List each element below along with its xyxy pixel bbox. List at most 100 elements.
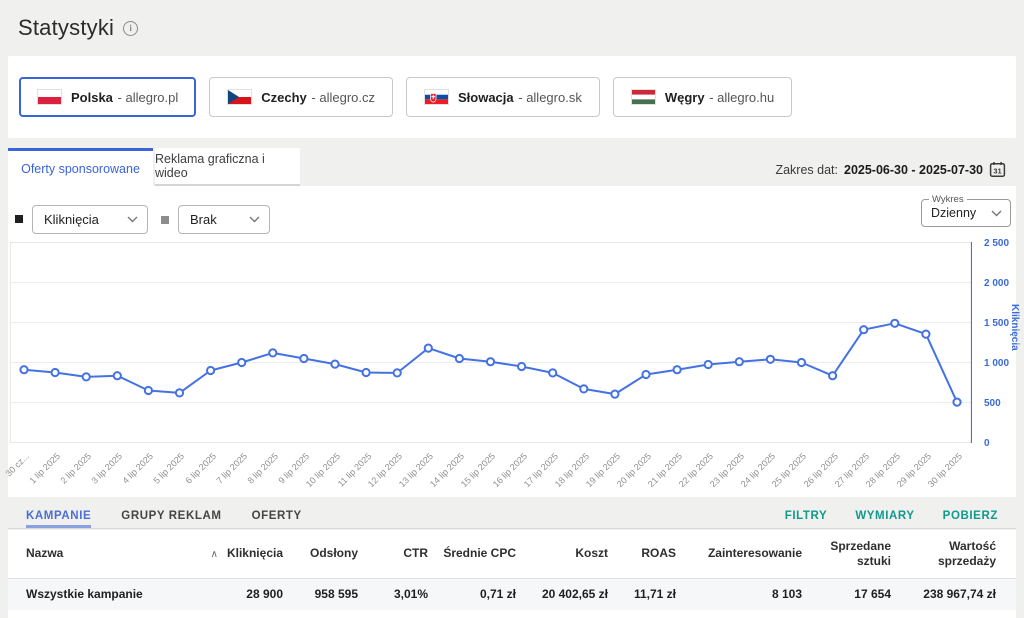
action-pobierz[interactable]: POBIERZ [943,510,998,528]
column-header-sprzedane-sztuki[interactable]: Sprzedane sztuki [806,530,895,578]
column-header-roas[interactable]: ROAS [612,530,680,578]
date-range-value: 2025-06-30 - 2025-07-30 [844,163,983,177]
report-tab-kampanie[interactable]: KAMPANIE [26,510,91,528]
tab-sponsored-offers[interactable]: Oferty sponsorowane [8,148,153,186]
metric2-value: Brak [190,212,217,227]
country-button-poland[interactable]: Polska - allegro.pl [19,77,196,117]
chart-point[interactable] [736,358,743,365]
metric1-select[interactable]: Kliknięcia [32,205,148,234]
info-icon[interactable]: i [123,21,138,36]
chart-point[interactable] [331,361,338,368]
action-wymiary[interactable]: WYMIARY [855,510,914,528]
calendar-day: 31 [993,167,1001,176]
country-button-hungary[interactable]: Węgry - allegro.hu [613,77,792,117]
table-cell: 958 595 [287,578,362,610]
country-domain: - allegro.cz [311,90,375,105]
chart-point[interactable] [922,331,929,338]
chart-point[interactable] [176,389,183,396]
campaigns-table: Nazwa∧KliknięciaOdsłonyCTRŚrednie CPCKos… [8,530,1016,610]
column-header-wartość-sprzedaży[interactable]: Wartość sprzedaży [895,530,1016,578]
chart-point[interactable] [953,399,960,406]
date-range[interactable]: Zakres dat: 2025-06-30 - 2025-07-30 31 [775,161,1006,178]
table-header-row: Nazwa∧KliknięciaOdsłonyCTRŚrednie CPCKos… [8,530,1016,578]
country-name: Polska [71,90,113,105]
column-header-kliknięcia[interactable]: Kliknięcia [222,530,287,578]
chart-point[interactable] [238,359,245,366]
chart-point[interactable] [145,387,152,394]
x-axis-tick-label: 5 lip 2025 [152,451,187,486]
column-header-odsłony[interactable]: Odsłony [287,530,362,578]
table-cell: 3,01% [362,578,432,610]
chart-point[interactable] [20,366,27,373]
chart-point[interactable] [767,356,774,363]
chart-point[interactable] [394,369,401,376]
x-axis-tick-label: 8 lip 2025 [245,451,280,486]
campaigns-table-panel: Nazwa∧KliknięciaOdsłonyCTRŚrednie CPCKos… [8,530,1016,618]
chart-point[interactable] [518,363,525,370]
chart-point[interactable] [300,355,307,362]
date-range-label: Zakres dat: [775,163,838,177]
series1-color-swatch[interactable] [15,215,23,223]
chart-point[interactable] [611,391,618,398]
chart-point[interactable] [642,371,649,378]
country-name: Czechy [261,90,307,105]
sort-asc-icon[interactable]: ∧ [211,549,218,562]
column-header-nazwa[interactable]: Nazwa∧ [8,530,222,578]
action-filtry[interactable]: FILTRY [785,510,828,528]
column-header-ctr[interactable]: CTR [362,530,432,578]
chart-point[interactable] [549,369,556,376]
table-cell: 17 654 [806,578,895,610]
chart-type-select[interactable]: Wykres Dzienny [921,194,1011,227]
chart-point[interactable] [207,367,214,374]
chart-point[interactable] [425,345,432,352]
chart-type-label: Wykres [929,194,967,205]
country-name: Słowacja [458,90,514,105]
country-domain: - allegro.sk [518,90,582,105]
y-axis-tick-label: 2 000 [984,278,1009,289]
chart-point[interactable] [798,359,805,366]
page-title: Statystyki [18,15,114,41]
country-domain: - allegro.pl [118,90,179,105]
chart-point[interactable] [860,326,867,333]
chart-type-value: Dzienny [931,206,976,220]
country-panel: Polska - allegro.pl Czechy - allegro.cz … [8,56,1016,138]
line-chart-plot[interactable] [10,242,972,443]
chart-point[interactable] [114,372,121,379]
series2-color-swatch[interactable] [161,216,169,224]
table-body: Wszystkie kampanie28 900958 5953,01%0,71… [8,578,1016,610]
x-axis-tick-label: 3 lip 2025 [90,451,125,486]
chevron-down-icon [991,210,1002,217]
column-header-koszt[interactable]: Koszt [520,530,612,578]
report-tab-grupy-reklam[interactable]: GRUPY REKLAM [121,510,221,528]
chart-point[interactable] [829,372,836,379]
table-cell: 11,71 zł [612,578,680,610]
chart-point[interactable] [580,385,587,392]
country-selector: Polska - allegro.pl Czechy - allegro.cz … [8,56,1016,117]
table-row: Wszystkie kampanie28 900958 5953,01%0,71… [8,578,1016,610]
chart-point[interactable] [363,369,370,376]
column-header-średnie-cpc[interactable]: Średnie CPC [432,530,520,578]
chart-point[interactable] [83,373,90,380]
calendar-icon[interactable]: 31 [989,161,1006,178]
country-domain: - allegro.hu [709,90,774,105]
chart-point[interactable] [674,366,681,373]
tab-display-video[interactable]: Reklama graficzna i wideo [155,148,300,186]
table-cell: 238 967,74 zł [895,578,1016,610]
chevron-down-icon [127,216,138,223]
y-axis-tick-label: 1 000 [984,358,1009,369]
chart-point[interactable] [456,355,463,362]
x-axis-tick-label: 1 lip 2025 [27,451,62,486]
chevron-down-icon [249,216,260,223]
chart-point[interactable] [487,358,494,365]
column-header-zainteresowanie[interactable]: Zainteresowanie [680,530,806,578]
metric2-select[interactable]: Brak [178,205,270,234]
chart-point[interactable] [269,349,276,356]
chart-point[interactable] [52,369,59,376]
table-cell: 0,71 zł [432,578,520,610]
table-cell: Wszystkie kampanie [8,578,222,610]
report-tab-oferty[interactable]: OFERTY [252,510,302,528]
chart-point[interactable] [705,361,712,368]
country-button-slovakia[interactable]: Słowacja - allegro.sk [406,77,600,117]
chart-point[interactable] [891,320,898,327]
country-button-czechia[interactable]: Czechy - allegro.cz [209,77,393,117]
